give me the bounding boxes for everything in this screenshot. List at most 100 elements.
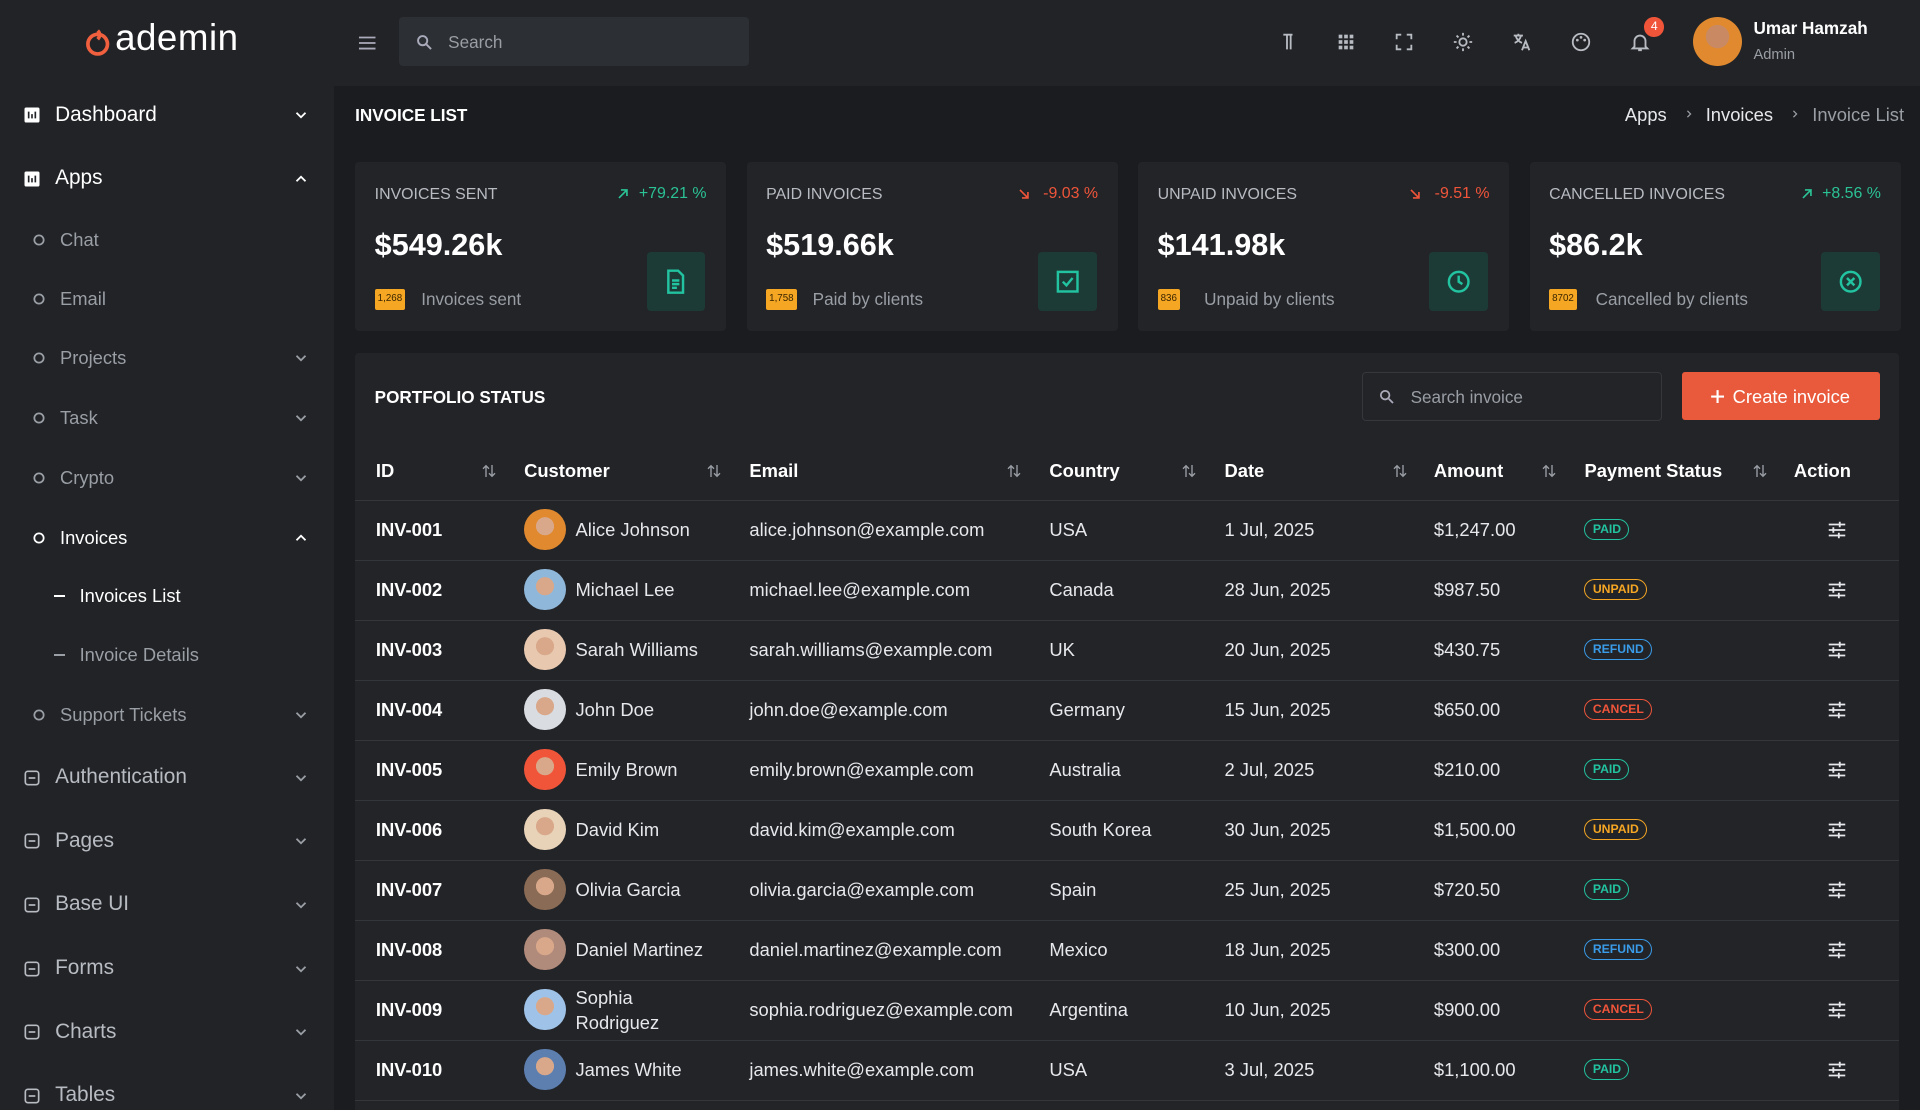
menu-icon xyxy=(24,897,40,913)
breadcrumb-item[interactable]: Invoices xyxy=(1705,104,1774,126)
table-row xyxy=(355,740,1900,801)
invoice-id[interactable]: INV-001 xyxy=(375,518,443,540)
invoice-id[interactable]: INV-007 xyxy=(375,878,443,900)
column-header[interactable]: Date xyxy=(1224,460,1265,482)
submenu-dash xyxy=(53,654,65,657)
column-header[interactable]: Country xyxy=(1049,460,1120,482)
user-avatar[interactable] xyxy=(1693,17,1743,67)
date: 18 Jun, 2025 xyxy=(1224,938,1331,960)
plus-icon xyxy=(1711,390,1725,404)
chevron xyxy=(296,838,307,845)
invoice-id[interactable]: INV-008 xyxy=(375,938,443,960)
header-icon[interactable] xyxy=(1570,31,1592,53)
search-placeholder: Search xyxy=(448,31,503,52)
menu-item[interactable]: Task xyxy=(60,406,98,428)
menu-item[interactable]: Support Tickets xyxy=(60,704,187,726)
stat-value: $141.98k xyxy=(1157,227,1286,262)
menu-item[interactable]: Invoices xyxy=(60,526,128,548)
header-icon[interactable] xyxy=(1452,31,1474,53)
customer-avatar xyxy=(524,928,566,971)
stat-icon xyxy=(1056,270,1079,293)
chevron xyxy=(296,474,307,482)
amount: $900.00 xyxy=(1433,998,1501,1020)
menu-item[interactable]: Pages xyxy=(55,828,115,852)
action-icon[interactable] xyxy=(1826,579,1848,601)
invoice-search-placeholder: Search invoice xyxy=(1410,386,1523,407)
menu-item[interactable]: Base UI xyxy=(55,892,130,916)
menu-icon xyxy=(24,171,40,187)
menu-item[interactable]: Authentication xyxy=(55,765,187,789)
amount: $987.50 xyxy=(1433,578,1501,600)
invoice-search[interactable] xyxy=(1361,372,1663,421)
customer-name: Olivia Garcia xyxy=(575,878,681,900)
action-icon[interactable] xyxy=(1826,819,1848,841)
column-header[interactable]: Email xyxy=(749,460,799,482)
customer-avatar xyxy=(524,628,566,671)
create-invoice-button[interactable]: Create invoice xyxy=(1682,372,1880,420)
stat-title: CANCELLED INVOICES xyxy=(1549,186,1725,204)
menu-item[interactable]: Charts xyxy=(55,1019,117,1043)
customer-avatar xyxy=(524,808,566,851)
column-header[interactable]: Amount xyxy=(1433,460,1504,482)
stat-card: PAID INVOICES -9.03 % $519.66k 1,758 Paid by… xyxy=(746,161,1118,331)
action-icon[interactable] xyxy=(1826,1059,1848,1081)
search-icon xyxy=(417,35,432,50)
stat-value: $519.66k xyxy=(766,227,894,262)
action-icon[interactable] xyxy=(1826,759,1848,781)
amount: $650.00 xyxy=(1433,698,1501,720)
invoice-id[interactable]: INV-010 xyxy=(375,1058,443,1080)
action-icon[interactable] xyxy=(1826,879,1848,901)
breadcrumb-item[interactable]: Apps xyxy=(1624,104,1667,126)
menu-bullet xyxy=(33,293,45,305)
date: 2 Jul, 2025 xyxy=(1224,758,1315,780)
menu-item[interactable]: Tables xyxy=(55,1083,116,1107)
menu-item[interactable]: Forms xyxy=(55,956,115,980)
sort-icon xyxy=(1182,465,1196,478)
action-icon[interactable] xyxy=(1826,519,1848,541)
action-icon[interactable] xyxy=(1826,639,1848,661)
column-header[interactable]: ID xyxy=(375,460,395,482)
stat-change: +8.56 % xyxy=(1822,184,1881,202)
date: 20 Jun, 2025 xyxy=(1224,638,1331,660)
action-icon[interactable] xyxy=(1826,699,1848,721)
menu-icon xyxy=(24,107,40,123)
country: UK xyxy=(1049,638,1075,660)
menu-icon xyxy=(24,833,40,849)
sort-icon xyxy=(1542,465,1556,478)
invoice-id[interactable]: INV-005 xyxy=(375,758,443,780)
menu-item[interactable]: Apps xyxy=(55,166,103,190)
column-header[interactable]: Customer xyxy=(524,460,610,482)
stat-value: $86.2k xyxy=(1549,227,1643,262)
top-search[interactable] xyxy=(399,17,750,67)
menu-item[interactable]: Email xyxy=(60,287,106,309)
header-icon[interactable] xyxy=(1511,31,1533,53)
action-icon[interactable] xyxy=(1826,999,1848,1021)
invoice-id[interactable]: INV-006 xyxy=(375,818,443,840)
column-header[interactable]: Payment Status xyxy=(1584,460,1723,482)
menu-item[interactable]: Dashboard xyxy=(55,102,157,126)
header-icon[interactable] xyxy=(1276,31,1298,53)
action-icon[interactable] xyxy=(1826,939,1848,961)
menu-item[interactable]: Invoices List xyxy=(79,585,181,607)
column-header: Action xyxy=(1793,460,1851,482)
customer-name: James White xyxy=(575,1058,682,1080)
header-icon[interactable] xyxy=(1393,31,1415,53)
menu-item[interactable]: Invoice Details xyxy=(79,644,199,666)
header-icon[interactable] xyxy=(1629,31,1651,53)
customer-avatar xyxy=(524,868,566,911)
invoice-id[interactable]: INV-009 xyxy=(375,998,443,1020)
chevron xyxy=(296,534,307,541)
customer-name: Emily Brown xyxy=(575,758,678,780)
menu-item[interactable]: Projects xyxy=(60,346,127,368)
invoice-id[interactable]: INV-002 xyxy=(375,578,443,600)
sort-icon xyxy=(1007,465,1021,478)
status-badge: PAID xyxy=(1584,1058,1630,1081)
invoice-id[interactable]: INV-003 xyxy=(375,638,443,660)
menu-item[interactable]: Crypto xyxy=(60,466,115,488)
chevron xyxy=(296,774,307,782)
menu-item[interactable]: Chat xyxy=(60,228,99,250)
invoice-id[interactable]: INV-004 xyxy=(375,698,443,720)
logo-icon xyxy=(86,29,110,56)
date: 3 Jul, 2025 xyxy=(1224,1058,1315,1080)
header-icon[interactable] xyxy=(1335,31,1357,53)
